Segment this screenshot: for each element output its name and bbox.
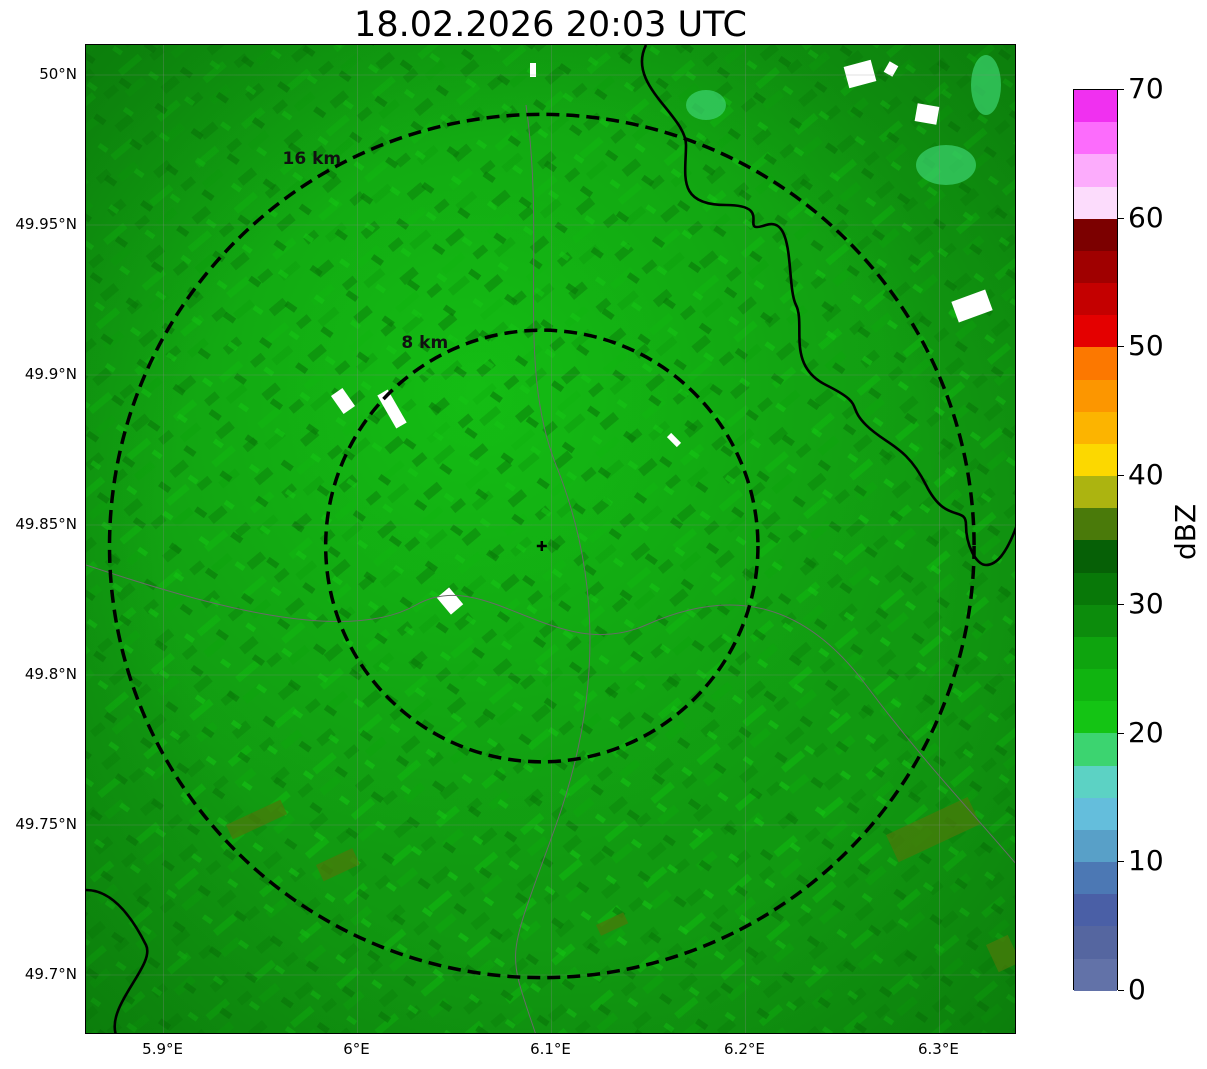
radar-site-marker (536, 541, 547, 551)
radar-map[interactable]: 8 km 16 km (85, 44, 1016, 1034)
colorbar-tick-mark (1118, 475, 1124, 476)
echo-olive-3 (596, 912, 629, 936)
echo-white-0 (330, 387, 356, 415)
colorbar-step (1074, 443, 1117, 477)
colorbar-step (1074, 90, 1117, 123)
region-border-0 (86, 564, 1015, 864)
colorbar-tick-mark (1118, 89, 1124, 90)
colorbar-step (1074, 508, 1117, 541)
map-title: 18.02.2026 20:03 UTC (354, 5, 747, 45)
range-rings (107, 112, 976, 980)
colorbar-step (1074, 797, 1117, 830)
colorbar-tick-mark (1118, 218, 1124, 219)
colorbar-step (1074, 701, 1117, 734)
borders (86, 45, 1015, 1033)
gridlines (86, 45, 1015, 1033)
colorbar-tick-mark (1118, 733, 1124, 734)
colorbar-step (1074, 540, 1117, 573)
range-ring-8km (323, 328, 760, 764)
range-ring-label-16km: 16 km (283, 149, 342, 169)
lat-tick-label: 49.8°N (24, 665, 77, 683)
lat-tick-label: 50°N (39, 65, 77, 83)
lat-tick-label: 49.75°N (15, 815, 77, 833)
range-ring-label-8km: 8 km (401, 333, 448, 353)
colorbar-step (1074, 315, 1117, 348)
echo-olive-0 (886, 796, 981, 863)
colorbar-step (1074, 862, 1117, 895)
colorbar-tick-label: 70 (1128, 72, 1164, 105)
colorbar-step (1074, 765, 1117, 798)
lat-tick-label: 49.7°N (24, 965, 77, 983)
colorbar-step (1074, 604, 1117, 637)
colorbar-tick-mark (1118, 346, 1124, 347)
colorbar-step (1074, 669, 1117, 702)
colorbar-step (1074, 894, 1117, 927)
colorbar-tick-label: 20 (1128, 716, 1164, 749)
lon-tick-label: 5.9°E (142, 1040, 183, 1058)
colorbar-step (1074, 379, 1117, 412)
colorbar-step (1074, 572, 1117, 605)
colorbar-step (1074, 283, 1117, 316)
echo-cyan-2 (971, 55, 1001, 115)
colorbar-tick-label: 10 (1128, 844, 1164, 877)
colorbar-step (1074, 250, 1117, 284)
colorbar-step (1074, 733, 1117, 766)
echo-white-6 (843, 59, 877, 89)
colorbar-step (1074, 636, 1117, 670)
colorbar-step (1074, 829, 1117, 863)
colorbar-tick-mark (1118, 604, 1124, 605)
colorbar-step (1074, 347, 1117, 380)
range-ring-16km (107, 112, 976, 980)
colorbar-label: dBZ (1169, 503, 1202, 560)
echo-cyan-0 (916, 145, 976, 185)
colorbar-step (1074, 411, 1117, 444)
echo-white-5 (914, 103, 940, 125)
colorbar-step (1074, 958, 1117, 991)
lat-tick-label: 49.9°N (24, 365, 77, 383)
colorbar-step (1074, 926, 1117, 959)
lat-tick-label: 49.85°N (15, 515, 77, 533)
colorbar-tick-label: 40 (1128, 458, 1164, 491)
echo-white-8 (883, 61, 899, 77)
colorbar (1073, 89, 1118, 991)
colorbar-step (1074, 476, 1117, 509)
colorbar-tick-label: 0 (1128, 973, 1146, 1006)
echo-white-4 (951, 289, 993, 323)
lon-tick-label: 6.1°E (530, 1040, 571, 1058)
national-border-southwest (86, 888, 149, 1033)
lat-tick-label: 49.95°N (15, 215, 77, 233)
colorbar-tick-label: 60 (1128, 201, 1164, 234)
lon-tick-label: 6.2°E (724, 1040, 765, 1058)
colorbar-tick-mark (1118, 990, 1124, 991)
colorbar-tick-label: 30 (1128, 587, 1164, 620)
echo-olive-4 (986, 934, 1015, 973)
echo-white-7 (530, 63, 536, 77)
colorbar-tick-mark (1118, 861, 1124, 862)
echo-cyan-1 (686, 90, 726, 120)
echo-white-2 (436, 587, 464, 615)
lon-tick-label: 6°E (343, 1040, 370, 1058)
national-border-east (640, 45, 1015, 567)
echo-olive-2 (315, 848, 360, 882)
colorbar-tick-label: 50 (1128, 329, 1164, 362)
echo-white-3 (666, 432, 682, 448)
echo-olive-1 (226, 799, 288, 840)
range-ring-labels: 8 km 16 km (283, 149, 449, 353)
region-border-1 (515, 104, 591, 1033)
colorbar-step (1074, 122, 1117, 155)
colorbar-step (1074, 186, 1117, 219)
colorbar-step (1074, 154, 1117, 187)
lon-tick-label: 6.3°E (917, 1040, 959, 1058)
radar-map-canvas: 8 km 16 km (86, 45, 1015, 1033)
colorbar-step (1074, 218, 1117, 251)
